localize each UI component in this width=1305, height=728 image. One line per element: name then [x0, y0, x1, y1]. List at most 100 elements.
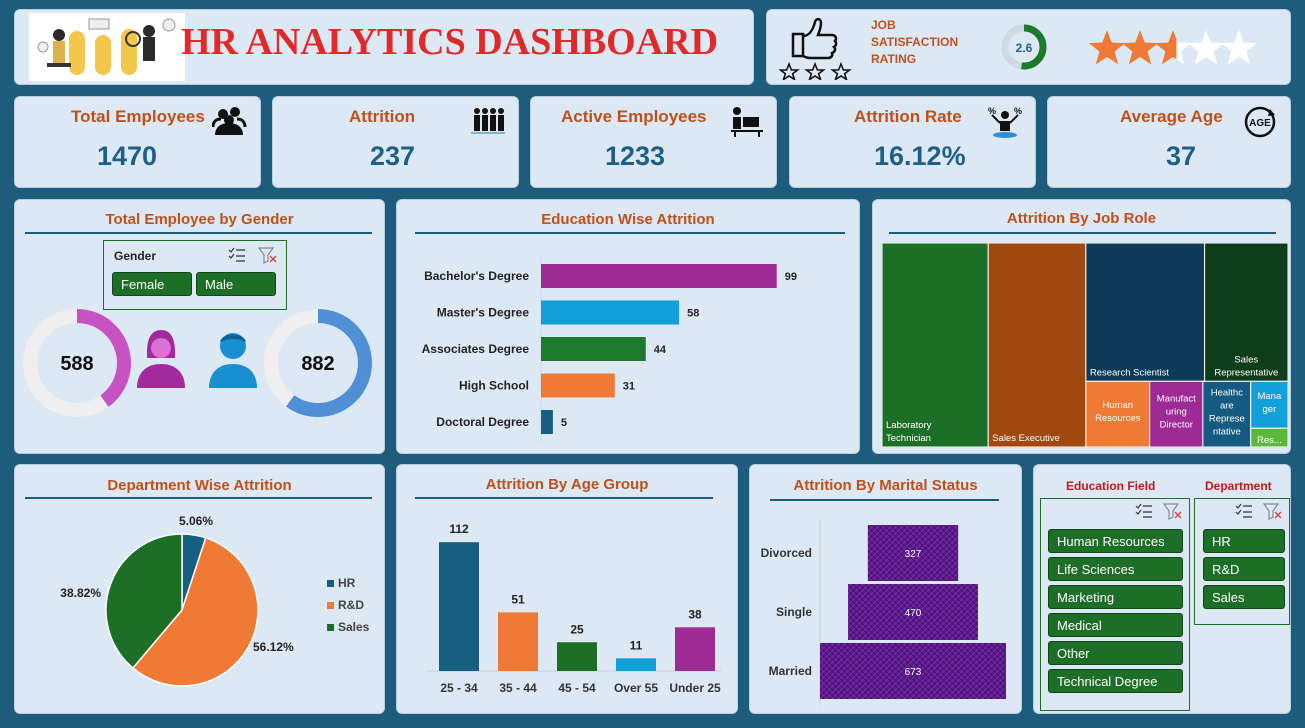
data-label: 11 [630, 638, 643, 652]
clear-filter-icon[interactable] [1163, 502, 1183, 520]
category-label: Divorced [761, 546, 812, 560]
treemap-tile [882, 243, 989, 447]
kpi-card-1: Attrition 237 [272, 96, 519, 188]
kpi-card-4: Average Age 37 AGE [1047, 96, 1291, 188]
data-label: 327 [905, 549, 922, 560]
job-role-title: Attrition By Job Role [1006, 210, 1157, 227]
department-option[interactable]: Sales [1203, 585, 1285, 609]
category-label: Associates Degree [422, 342, 530, 356]
education-field-option[interactable]: Medical [1048, 613, 1183, 637]
job-role-panel: Attrition By Job Role Laboratory Technici… [872, 199, 1291, 454]
female-icon [137, 330, 185, 388]
education-attrition-panel: Education Wise Attrition Bachelor's Degr… [396, 199, 860, 454]
kpi-value: 1233 [605, 141, 666, 171]
data-label: 112 [449, 522, 469, 536]
male-donut: 882 [264, 309, 372, 417]
education-field-option[interactable]: Technical Degree [1048, 669, 1183, 693]
kpi-label: Attrition Rate [854, 107, 962, 126]
gender-panel: Total Employee by Gender Gender Female M… [14, 199, 385, 454]
tile-label: Manufact uring Director [1157, 394, 1196, 431]
satisfaction-stars [1088, 30, 1258, 65]
data-label: 470 [905, 608, 922, 619]
multi-select-icon[interactable] [1135, 503, 1153, 519]
bar [439, 542, 479, 671]
male-icon [209, 333, 257, 388]
data-label: 25 [570, 622, 584, 636]
job-satisfaction-label: JOB SATISFACTION RATING [871, 18, 959, 66]
treemap-tile [1085, 380, 1151, 447]
department-option[interactable]: HR [1203, 529, 1285, 553]
legend-swatch [327, 602, 334, 609]
category-label: Bachelor's Degree [424, 269, 529, 283]
data-label: 44 [654, 344, 667, 356]
marital-panel: Attrition By Marital Status 327 Divorced 4… [749, 464, 1022, 714]
clear-filter-icon[interactable] [258, 246, 278, 264]
thumbs-up-stars-icon [779, 17, 852, 80]
treemap-tile [1085, 243, 1206, 382]
satisfaction-gauge-arc [1001, 24, 1047, 70]
education-attrition-chart: Bachelor's Degree 99 Master's Degree 58 Asso… [422, 256, 797, 442]
svg-text:AGE: AGE [1249, 118, 1271, 129]
education-field-option[interactable]: Marketing [1048, 585, 1183, 609]
bar [541, 300, 680, 325]
category-label: High School [459, 379, 529, 393]
education-field-option[interactable]: Human Resources [1048, 529, 1183, 553]
category-label: 45 - 54 [558, 681, 596, 695]
header-panel: HR ANALYTICS DASHBOARD [14, 9, 754, 85]
treemap-tile [1204, 243, 1288, 382]
kpi-value: 37 [1166, 141, 1197, 171]
education-field-option[interactable]: Other [1048, 641, 1183, 665]
female-donut-arc [23, 309, 131, 417]
category-label: Doctoral Degree [436, 415, 529, 429]
person-at-desk-icon [731, 107, 763, 137]
department-pie-chart: 5.06% 56.12% 38.82% HR R&D Sales [60, 514, 370, 687]
category-label: Married [769, 664, 812, 678]
kpi-card-2: Active Employees 1233 [530, 96, 777, 188]
legend-label: Sales [338, 620, 370, 634]
people-group-icon [212, 107, 247, 135]
title-underline [770, 499, 999, 501]
category-label: Single [776, 605, 812, 619]
kpi-value: 16.12% [874, 141, 966, 171]
data-label: 673 [905, 667, 922, 678]
title-underline [889, 232, 1276, 234]
multi-select-icon[interactable] [1235, 503, 1253, 519]
category-label: Under 25 [669, 681, 721, 695]
treemap-tile [987, 243, 1087, 447]
title-underline [415, 497, 713, 499]
kpi-label: Active Employees [561, 107, 707, 126]
age-group-title: Attrition By Age Group [485, 476, 649, 493]
slice-label: 38.82% [60, 586, 101, 600]
legend-swatch [327, 580, 334, 587]
kpi-card-3: Attrition Rate 16.12%%% [789, 96, 1036, 188]
gender-option-female[interactable]: Female [112, 272, 192, 296]
department-option[interactable]: R&D [1203, 557, 1285, 581]
male-count: 882 [301, 353, 334, 375]
marital-funnel-chart: 327 Divorced 470 Single 673 Married [761, 521, 1006, 705]
hr-illustration-logo [29, 13, 185, 81]
kpi-label: Total Employees [71, 107, 205, 126]
rating-star [1088, 30, 1126, 65]
tile-label: Res... [1257, 435, 1282, 446]
department-slicer: HR R&D Sales [1194, 498, 1290, 625]
slice-label: 56.12% [253, 640, 294, 654]
multi-select-icon[interactable] [228, 247, 246, 263]
satisfaction-gauge: 2.6 [1001, 24, 1047, 70]
data-label: 38 [688, 607, 702, 621]
bar [541, 410, 553, 434]
gender-option-male[interactable]: Male [196, 272, 276, 296]
percent-person-icon: %% [988, 106, 1022, 138]
title-underline [415, 232, 845, 234]
tile-label: Mana ger [1257, 391, 1281, 415]
clear-filter-icon[interactable] [1263, 502, 1283, 520]
job-satisfaction-panel: JOB SATISFACTION RATING 2.6 [766, 9, 1291, 85]
female-count: 588 [60, 353, 93, 375]
svg-text:%: % [988, 106, 996, 116]
education-field-option[interactable]: Life Sciences [1048, 557, 1183, 581]
bar [541, 337, 646, 361]
legend-label: R&D [338, 598, 364, 612]
bar [541, 264, 777, 288]
kpi-label: Average Age [1120, 107, 1223, 126]
pie-slice [131, 536, 259, 687]
treemap-tile [1250, 427, 1288, 447]
